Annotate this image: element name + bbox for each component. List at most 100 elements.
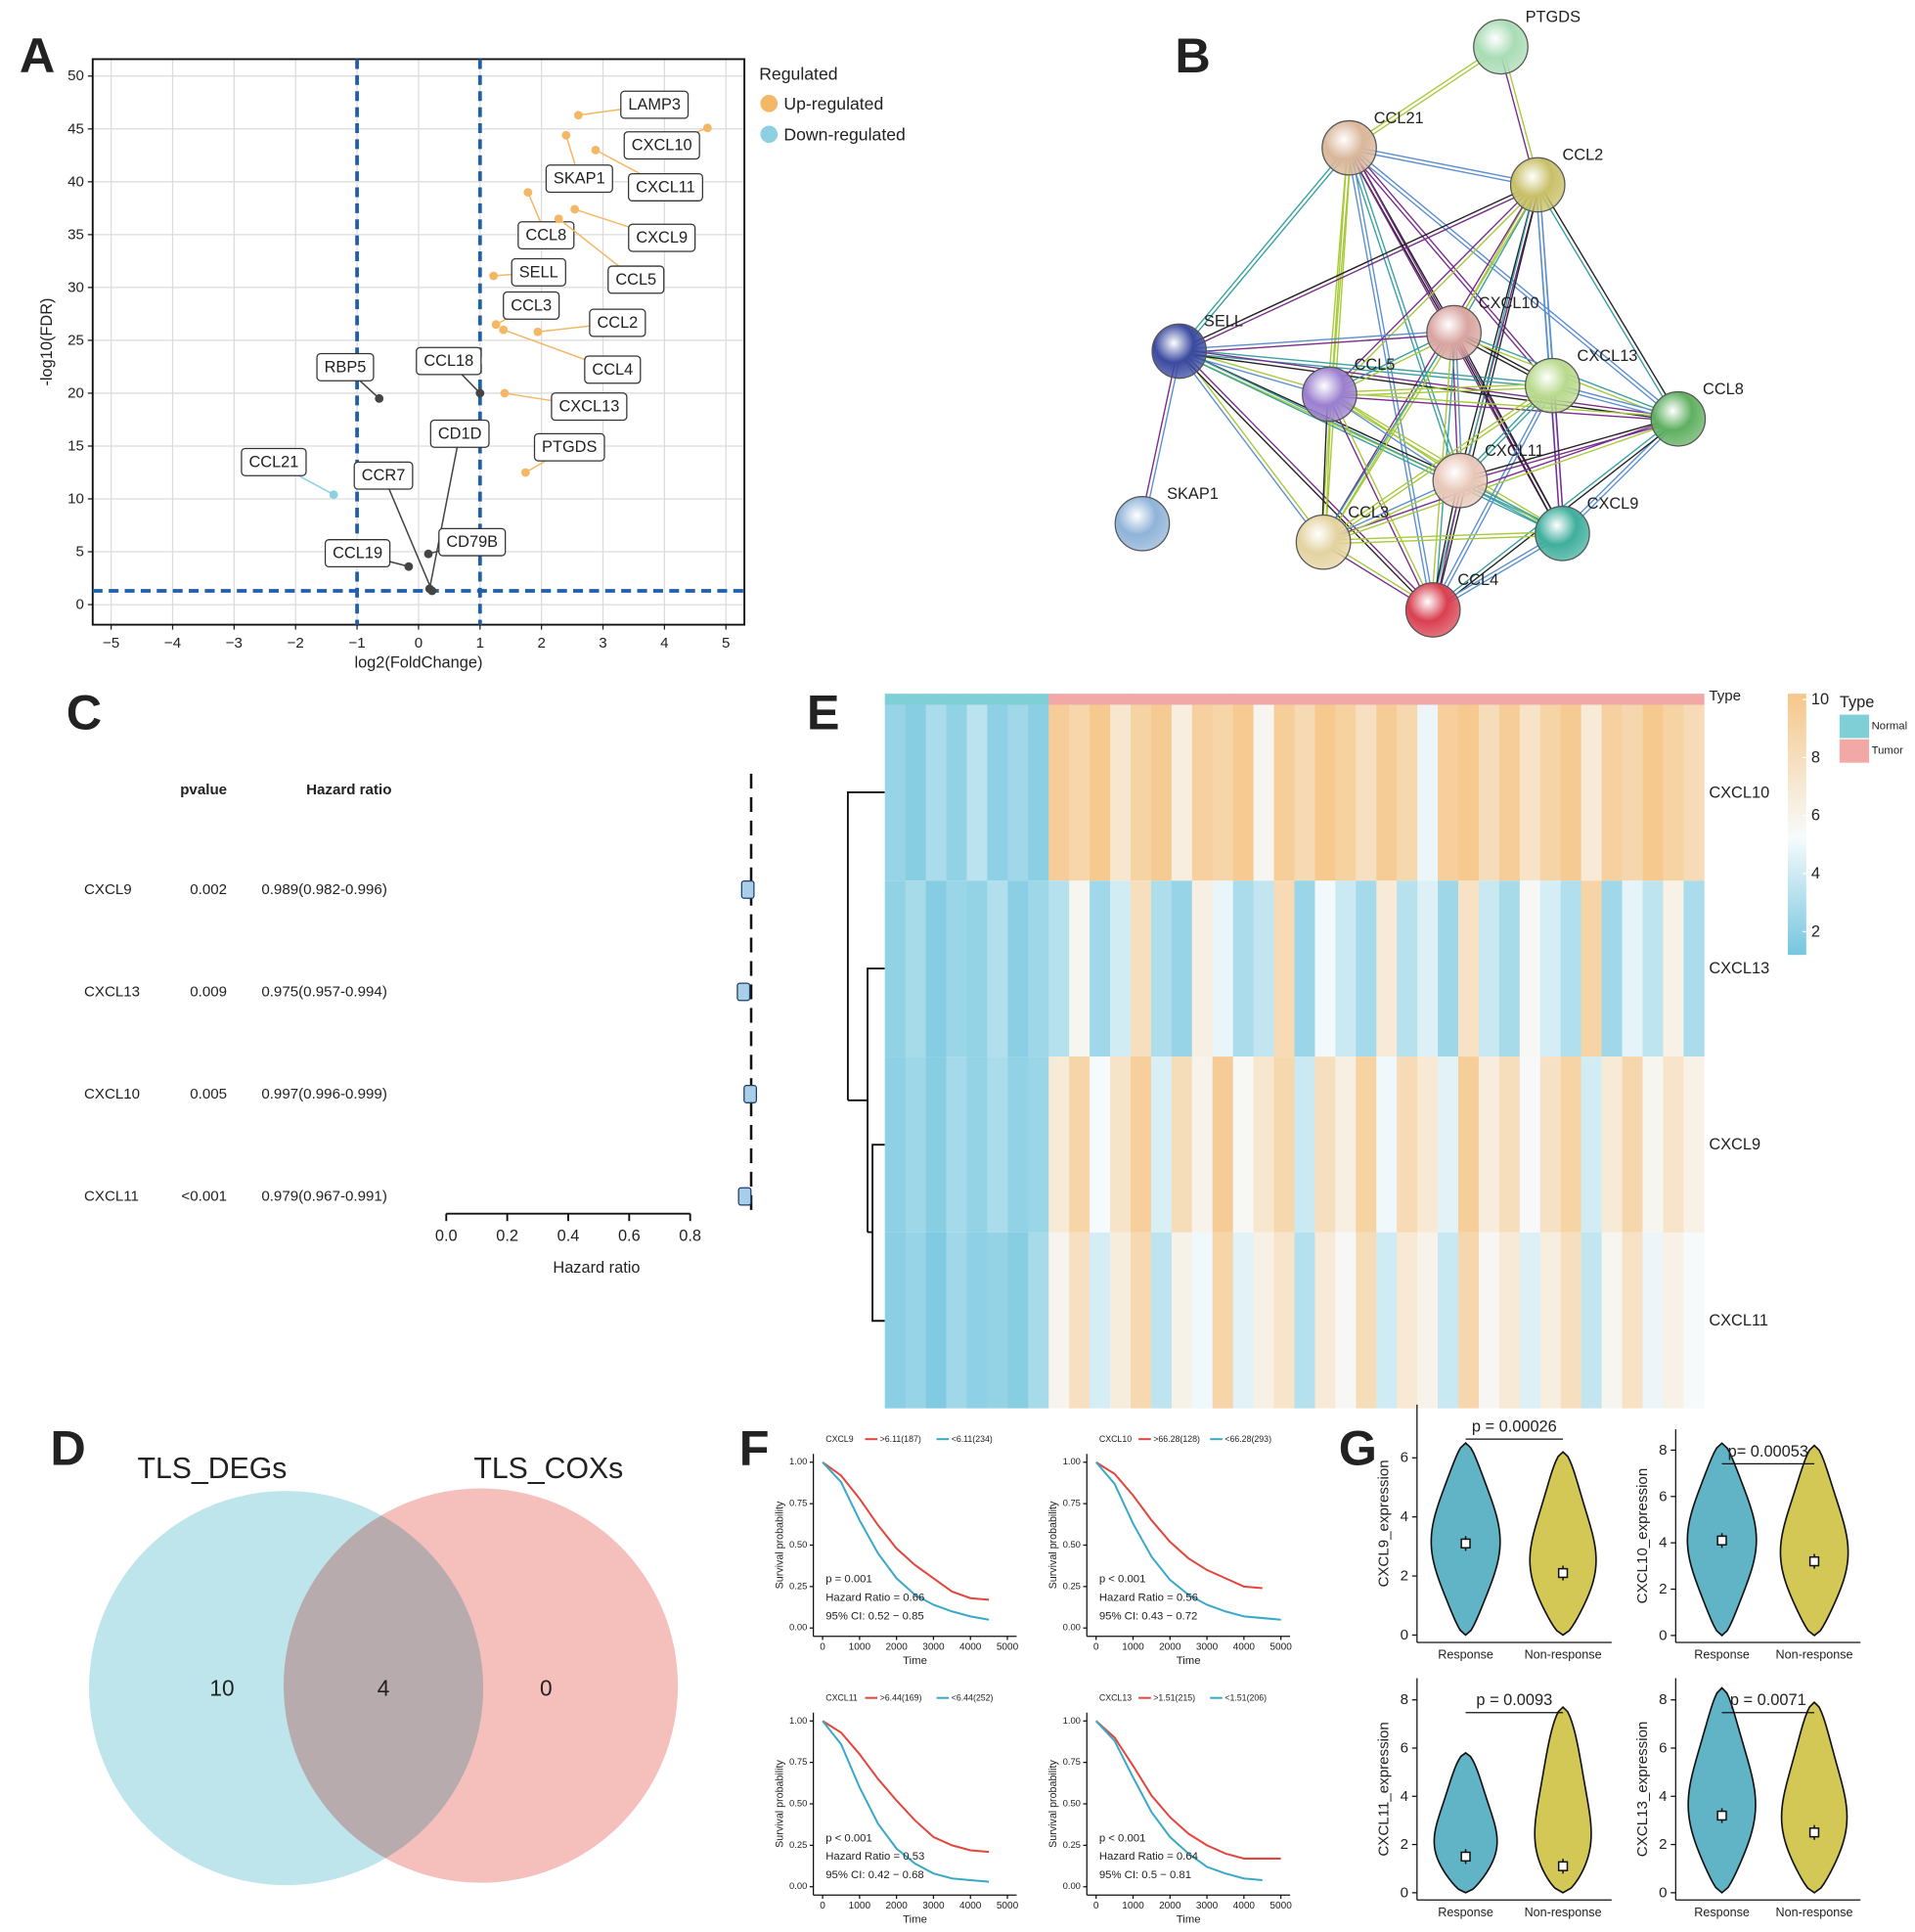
heatmap-cell xyxy=(987,704,1008,881)
p-value: p = 0.0071 xyxy=(1730,1691,1806,1709)
y-tick-label: 30 xyxy=(67,279,84,295)
annotation-cell xyxy=(1458,694,1480,705)
heatmap-cell xyxy=(1191,704,1214,881)
annotation-cell xyxy=(1273,694,1295,705)
heatmap-cell xyxy=(1438,704,1459,881)
y-tick-label: 4 xyxy=(1401,1788,1408,1805)
edge xyxy=(1329,382,1553,393)
colorbar-label: 2 xyxy=(1811,922,1820,940)
colorbar-label: 6 xyxy=(1811,807,1820,825)
node-label: CCL2 xyxy=(1562,147,1603,164)
heatmap-cell xyxy=(1397,880,1418,1057)
y-tick-label: 0.25 xyxy=(789,1840,807,1851)
heatmap-cell xyxy=(925,880,947,1057)
count-label: 10 xyxy=(209,1676,234,1701)
node-label: CCL8 xyxy=(1703,381,1744,398)
node-label: PTGDS xyxy=(1526,9,1581,26)
node-label: CXCL13 xyxy=(1578,347,1638,365)
annotation: Hazard Ratio = 0.64 xyxy=(1099,1851,1198,1863)
annotation-cell xyxy=(1048,694,1070,705)
heatmap-cell xyxy=(1028,880,1049,1057)
y-tick-label: 0.25 xyxy=(1063,1840,1081,1851)
edge xyxy=(1330,185,1540,396)
heatmap-cell xyxy=(1048,704,1070,881)
row-label: CXCL11 xyxy=(1709,1312,1768,1329)
x-tick-label: 3 xyxy=(599,635,606,651)
edge xyxy=(1457,184,1537,480)
count-label: 0 xyxy=(540,1676,553,1701)
annotation-cell xyxy=(1397,694,1418,705)
edge xyxy=(1347,148,1552,387)
heatmap-cell xyxy=(1253,1056,1274,1233)
y-tick-label: 0.00 xyxy=(1063,1881,1081,1892)
legend-label: Down-regulated xyxy=(783,124,905,144)
violin xyxy=(1780,1701,1848,1894)
x-tick-label: Non-response xyxy=(1776,1648,1853,1662)
violin xyxy=(1433,1751,1498,1894)
point xyxy=(404,562,414,571)
heatmap-cell xyxy=(1273,1056,1295,1233)
mean-marker xyxy=(1557,1567,1569,1579)
y-tick-label: 8 xyxy=(1401,1691,1408,1708)
heatmap-cell xyxy=(1356,880,1377,1057)
node-label: CCL3 xyxy=(1348,504,1389,521)
heatmap-cell xyxy=(966,1232,988,1409)
y-axis-label: CXCL10_expression xyxy=(1634,1468,1651,1604)
point xyxy=(554,214,563,224)
label-box xyxy=(429,419,490,448)
heatmap-cell xyxy=(1110,1056,1132,1233)
point-label: LAMP3 xyxy=(628,96,681,113)
heatmap-cell xyxy=(1069,1056,1091,1233)
heatmap-cell xyxy=(925,1056,947,1233)
heatmap-cell xyxy=(1356,1056,1377,1233)
heatmap-cell xyxy=(1683,1232,1705,1409)
legend-label: Normal xyxy=(1872,721,1908,733)
annotation-cell xyxy=(946,694,967,705)
edge xyxy=(1329,395,1678,422)
annotation-cell xyxy=(1028,694,1049,705)
node xyxy=(1509,157,1566,213)
y-tick-label: 6 xyxy=(1659,1488,1667,1505)
edge xyxy=(1179,348,1679,419)
heatmap-cell xyxy=(1519,1232,1541,1409)
x-tick-label: 2000 xyxy=(1159,1642,1181,1653)
heatmap-cell xyxy=(1171,1232,1193,1409)
edge xyxy=(1350,146,1680,419)
y-tick-label: 2 xyxy=(1659,1581,1667,1597)
edge xyxy=(1323,420,1679,545)
heatmap-cell xyxy=(1458,1232,1480,1409)
annotation-cell xyxy=(884,694,907,705)
heatmap-cell xyxy=(1519,704,1541,881)
x-tick-label: 4000 xyxy=(1233,1901,1256,1911)
x-tick-label: 2 xyxy=(537,635,545,651)
heatmap-cell xyxy=(1498,704,1521,881)
x-tick-label: 0 xyxy=(820,1901,825,1911)
survival-curve xyxy=(822,1720,990,1883)
x-axis-label: log2(FoldChange) xyxy=(354,654,482,672)
mean-marker xyxy=(1808,1827,1820,1838)
violin xyxy=(1779,1444,1849,1637)
y-tick-label: 1.00 xyxy=(789,1457,807,1467)
point-label: CXCL9 xyxy=(636,229,688,247)
annotation: 95% CI: 0.52 − 0.85 xyxy=(825,1611,923,1623)
y-tick-label: 0.75 xyxy=(789,1499,807,1509)
heatmap-cell xyxy=(1007,704,1029,881)
annotation: 95% CI: 0.43 − 0.72 xyxy=(1099,1611,1197,1623)
hr-box xyxy=(743,1085,758,1103)
heatmap-cell xyxy=(1478,1232,1500,1409)
annotation-cell xyxy=(1171,694,1193,705)
x-tick-label: 0.4 xyxy=(557,1227,580,1244)
y-tick-label: 40 xyxy=(67,173,84,190)
point-label: RBP5 xyxy=(325,358,367,376)
row-label: CXCL9 xyxy=(1709,1136,1760,1153)
colorbar-label: 4 xyxy=(1811,865,1820,882)
heatmap-cell xyxy=(884,704,907,881)
annotation-cell xyxy=(1253,694,1274,705)
heatmap-cell xyxy=(1212,1056,1234,1233)
y-tick-label: 8 xyxy=(1659,1442,1667,1459)
heatmap-cell xyxy=(1273,704,1295,881)
y-tick-label: 0.50 xyxy=(789,1540,807,1550)
heatmap-cell xyxy=(1417,1056,1439,1233)
heatmap-cell xyxy=(987,1056,1008,1233)
survival-curve xyxy=(822,1460,990,1601)
